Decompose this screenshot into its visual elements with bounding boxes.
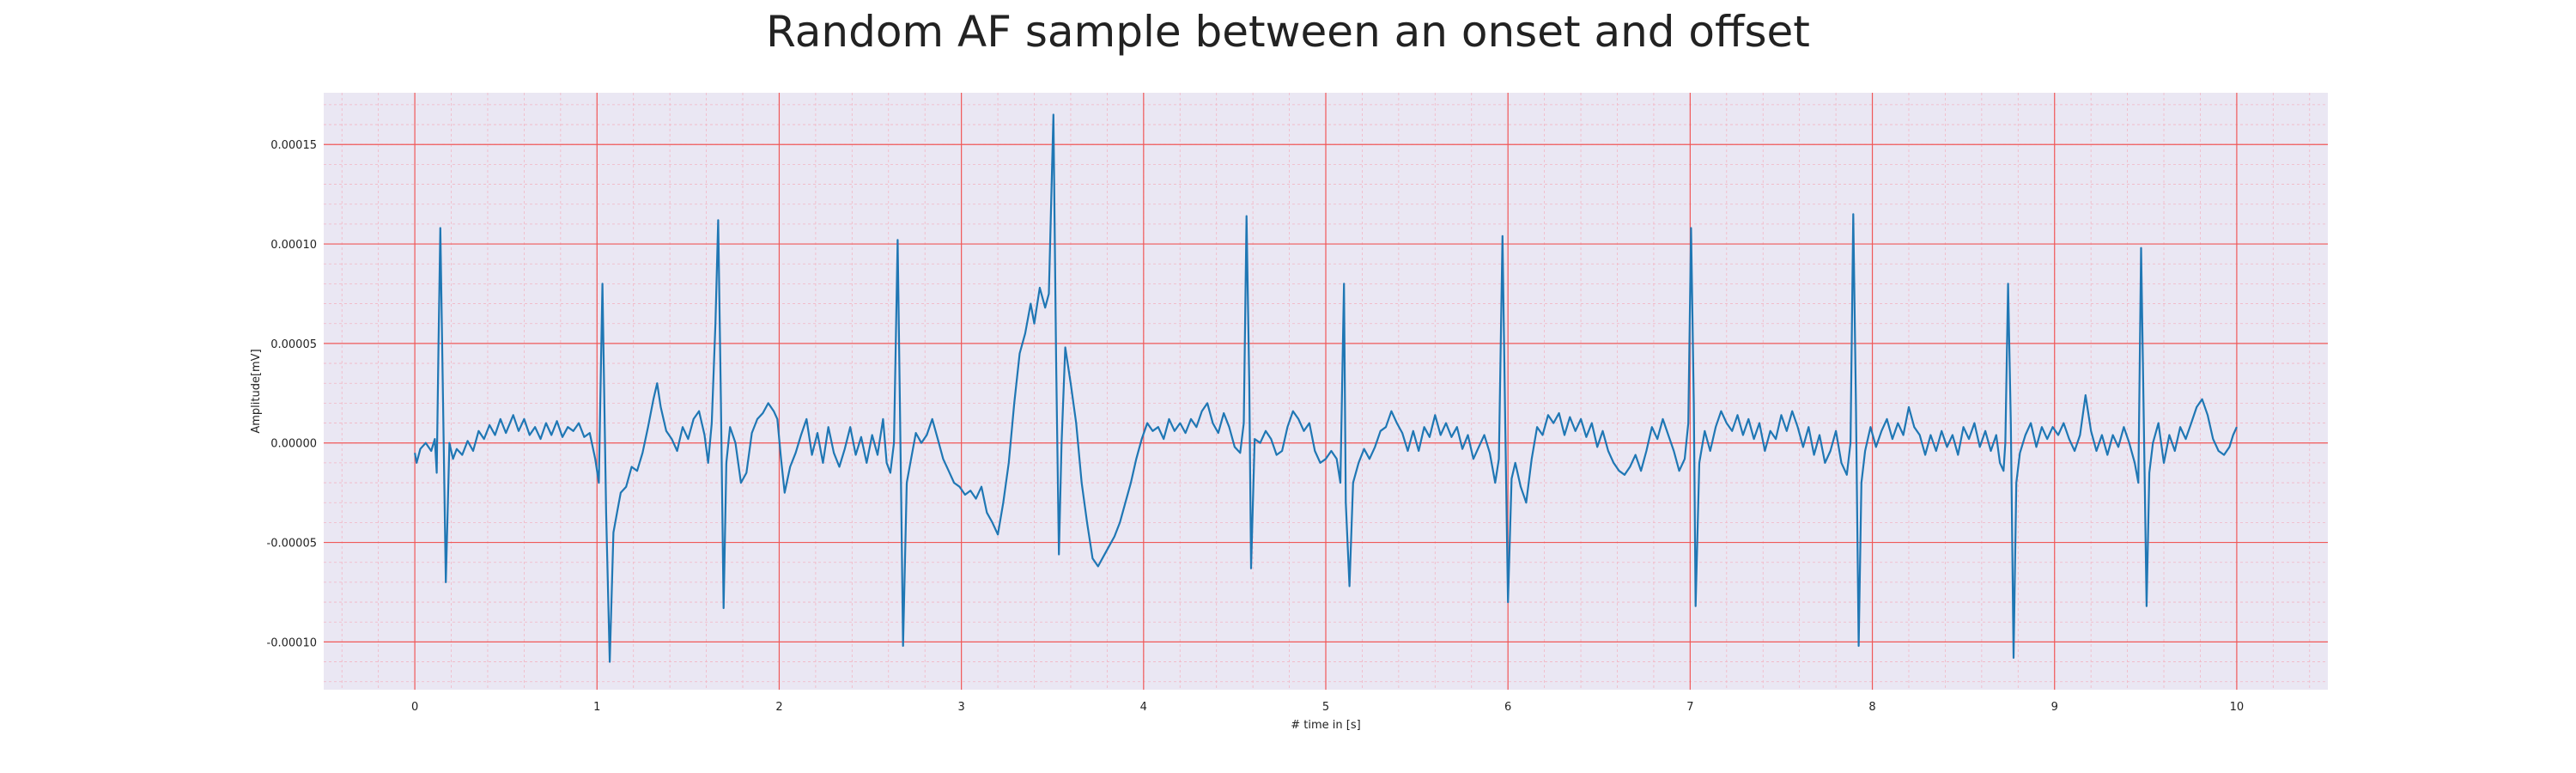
y-tick-label: 0.00005 xyxy=(270,338,317,351)
x-axis-label: # time in [s] xyxy=(1291,719,1360,732)
x-tick-label: 3 xyxy=(957,701,964,714)
y-tick-label: 0.00015 xyxy=(270,139,317,152)
major-grid xyxy=(324,93,2328,690)
y-tick-label: -0.00010 xyxy=(267,636,317,649)
x-tick-label: 1 xyxy=(593,701,600,714)
series-line-0 xyxy=(414,113,2238,663)
y-tick-label: 0.00000 xyxy=(270,438,317,451)
chart-title: Random AF sample between an onset and of… xyxy=(766,7,1810,57)
x-axis-ticks: 0 1 2 3 4 5 6 7 8 9 10 xyxy=(411,701,2244,714)
x-tick-label: 4 xyxy=(1140,701,1147,714)
x-tick-label: 5 xyxy=(1322,701,1329,714)
x-tick-label: 9 xyxy=(2051,701,2058,714)
y-axis-ticks: -0.00010 -0.00005 0.00000 0.00005 0.00010 0.0… xyxy=(267,139,317,649)
x-tick-label: 8 xyxy=(1868,701,1875,714)
series-layer xyxy=(414,113,2238,663)
x-tick-label: 10 xyxy=(2230,701,2245,714)
x-tick-label: 7 xyxy=(1686,701,1693,714)
x-tick-label: 6 xyxy=(1504,701,1511,714)
x-tick-label: 2 xyxy=(775,701,782,714)
y-tick-label: -0.00005 xyxy=(267,538,317,551)
y-tick-label: 0.00010 xyxy=(270,239,317,252)
x-tick-label: 0 xyxy=(411,701,418,714)
y-axis-label: Amplitude[mV] xyxy=(250,349,263,433)
